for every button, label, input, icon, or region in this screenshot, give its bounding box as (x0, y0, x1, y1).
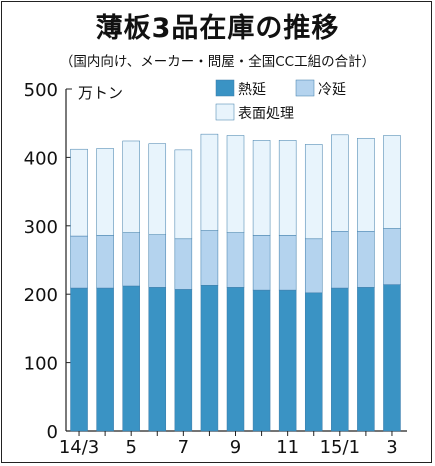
bar-熱延-4 (96, 287, 114, 432)
bar-熱延-8 (200, 285, 219, 432)
bar-冷延-6 (148, 234, 167, 288)
bar-冷延-11 (278, 235, 297, 291)
bar-冷延-10 (252, 235, 271, 291)
bar-熱延-3 (383, 284, 401, 432)
legend-swatch-熱延 (215, 79, 235, 97)
bar-表面処理-8 (200, 133, 219, 231)
bar-冷延-7 (174, 238, 193, 290)
unit-label: 万トン (78, 84, 123, 102)
bar-表面処理-4 (96, 148, 114, 236)
bar-冷延-9 (226, 232, 245, 288)
bar-熱延-15/1 (331, 287, 349, 432)
bar-冷延-14/3 (70, 235, 88, 289)
bar-表面処理-3 (383, 135, 401, 229)
bar-熱延-14/3 (70, 287, 88, 432)
bar-表面処理-12 (304, 144, 323, 240)
legend-label-冷延: 冷延 (318, 82, 346, 98)
y-tick-label: 400 (24, 148, 58, 169)
y-tick-label: 200 (24, 285, 58, 306)
bar-冷延-4 (96, 235, 114, 289)
x-tick-label: 14/3 (59, 437, 99, 458)
bar-熱延-11 (278, 289, 297, 432)
bar-熱延-10 (252, 289, 271, 432)
y-tick-label: 100 (24, 354, 58, 375)
bar-熱延-5 (122, 285, 140, 432)
x-tick-label: 15/1 (320, 437, 360, 458)
bar-冷延-2 (357, 231, 375, 288)
bar-冷延-3 (383, 228, 401, 285)
x-tick-layer: 14/3 5 7 9 11 15/1 3 (59, 431, 398, 458)
x-tick-label: 9 (230, 437, 241, 458)
bar-表面処理-5 (122, 140, 140, 233)
x-tick-label: 5 (125, 437, 136, 458)
bar-熱延-2 (357, 287, 375, 432)
bars-layer (70, 133, 401, 432)
bar-表面処理-2 (357, 137, 375, 232)
bar-表面処理-15/1 (331, 134, 349, 232)
bar-冷延-12 (304, 238, 323, 294)
bar-冷延-5 (122, 232, 140, 287)
y-tick-label: 500 (24, 80, 58, 101)
bar-熱延-6 (148, 287, 167, 432)
x-tick-label: 11 (276, 437, 299, 458)
chart-title: 薄板3品在庫の推移 (95, 13, 340, 44)
bar-熱延-7 (174, 289, 193, 432)
bar-表面処理-14/3 (70, 148, 88, 237)
bar-熱延-12 (304, 292, 323, 432)
legend-label-表面処理: 表面処理 (238, 106, 294, 122)
x-tick-label: 7 (178, 437, 189, 458)
bar-冷延-8 (200, 230, 219, 286)
chart-subtitle: （国内向け、メーカー・問屋・全国CC工組の合計） (59, 54, 376, 70)
y-tick-label: 300 (24, 217, 58, 238)
legend-swatch-表面処理 (215, 103, 235, 121)
bar-表面処理-11 (278, 140, 297, 236)
bar-表面処理-6 (148, 143, 167, 235)
bar-冷延-15/1 (331, 231, 349, 289)
legend-swatch-冷延 (295, 79, 315, 97)
y-tick-label: 0 (47, 422, 58, 443)
bar-熱延-9 (226, 287, 245, 432)
bar-表面処理-10 (252, 140, 271, 236)
legend-label-熱延: 熱延 (238, 82, 266, 98)
bar-表面処理-7 (174, 149, 193, 240)
x-tick-label: 3 (386, 437, 397, 458)
bar-表面処理-9 (226, 135, 245, 233)
